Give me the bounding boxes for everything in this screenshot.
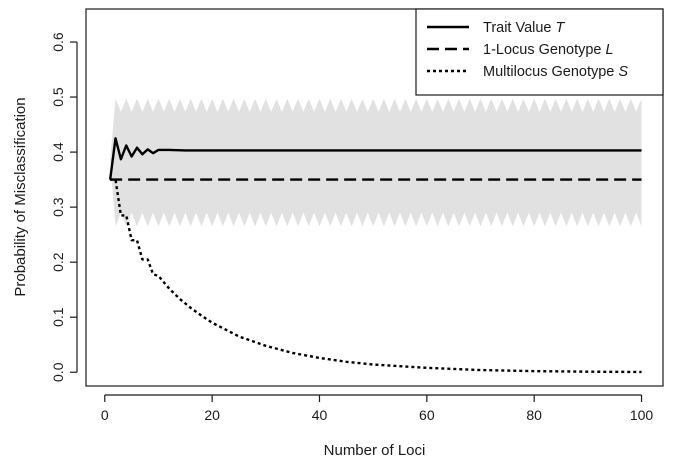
x-tick-label: 60 xyxy=(419,407,435,423)
legend-label: Trait Value T xyxy=(483,20,566,36)
y-axis-title: Probability of Misclassification xyxy=(12,97,29,296)
y-axis: 0.0 0.1 0.2 0.3 0.4 0.5 0.6 xyxy=(50,32,78,382)
x-tick-label: 100 xyxy=(630,407,654,423)
y-tick-label: 0.3 xyxy=(50,197,66,217)
y-tick-label: 0.5 xyxy=(50,87,66,107)
x-tick-label: 0 xyxy=(101,407,109,423)
x-axis: 0 20 40 60 80 100 xyxy=(101,394,654,423)
legend-entries: Trait Value T 1-Locus Genotype L Multilocu… xyxy=(427,20,628,80)
y-tick-label: 0.0 xyxy=(50,362,66,382)
y-tick-label: 0.1 xyxy=(50,307,66,327)
y-tick-label: 0.2 xyxy=(50,252,66,272)
legend-box xyxy=(415,8,664,96)
legend-label: 1-Locus Genotype L xyxy=(483,42,614,58)
series-line-solid xyxy=(108,137,642,180)
legend: Trait Value T 1-Locus Genotype L Multilocu… xyxy=(415,8,664,96)
legend-label: Multilocus Genotype S xyxy=(483,64,628,80)
confidence-band xyxy=(110,98,642,227)
y-tick-label: 0.6 xyxy=(50,32,66,52)
x-axis-title: Number of Loci xyxy=(324,442,426,459)
x-tick-label: 80 xyxy=(526,407,542,423)
y-tick-label: 0.4 xyxy=(50,142,66,162)
series-layer xyxy=(108,137,642,374)
x-tick-label: 40 xyxy=(312,407,328,423)
confidence-band-layer xyxy=(110,98,642,227)
series-line-dotted xyxy=(110,178,642,374)
x-tick-label: 20 xyxy=(204,407,220,423)
plot-frame xyxy=(85,8,664,387)
